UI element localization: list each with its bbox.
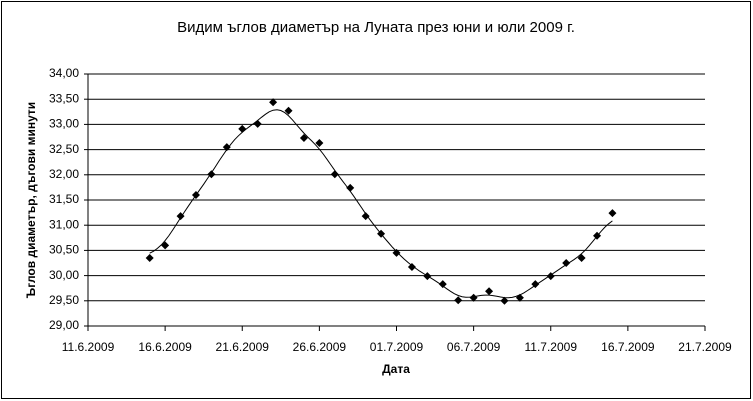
point <box>454 296 463 305</box>
point <box>161 241 170 250</box>
point <box>593 231 602 240</box>
y-axis-title: Ъглов диаметър, дъгови минути <box>24 102 38 298</box>
y-tick-label: 31,00 <box>49 217 79 231</box>
y-tick-label: 34,00 <box>49 66 79 80</box>
point <box>191 190 200 199</box>
x-axis-title: Дата <box>382 362 410 376</box>
point <box>515 293 524 302</box>
point <box>222 143 231 152</box>
y-tick-label: 29,50 <box>49 293 79 307</box>
x-tick-label: 06.7.2009 <box>447 340 501 354</box>
x-tick-label: 26.6.2009 <box>293 340 347 354</box>
x-tick-label: 11.6.2009 <box>62 340 115 354</box>
point <box>346 183 355 192</box>
point <box>485 287 494 296</box>
y-tick-label: 31,50 <box>49 192 79 206</box>
x-tick-label: 21.7.2009 <box>678 340 732 354</box>
x-tick-label: 01.7.2009 <box>370 340 424 354</box>
point <box>361 212 370 221</box>
y-tick-label: 30,00 <box>49 268 79 282</box>
point <box>407 263 416 272</box>
point <box>531 280 540 289</box>
point <box>145 253 154 262</box>
point <box>299 134 308 143</box>
point <box>269 98 278 107</box>
point <box>176 212 185 221</box>
point <box>284 106 293 115</box>
y-tick-label: 33,00 <box>49 117 79 131</box>
y-tick-label: 29,00 <box>49 318 79 332</box>
x-tick-label: 16.7.2009 <box>601 340 655 354</box>
point <box>392 248 401 257</box>
point <box>253 119 262 128</box>
chart-title: Видим ъглов диаметър на Луната през юни … <box>177 19 575 36</box>
y-tick-label: 32,50 <box>49 142 79 156</box>
point <box>207 170 216 179</box>
x-tick-label: 21.6.2009 <box>216 340 270 354</box>
point <box>438 280 447 289</box>
point <box>562 259 571 267</box>
y-tick-label: 30,50 <box>49 243 79 257</box>
point <box>238 124 247 133</box>
y-tick-label: 32,00 <box>49 167 79 181</box>
x-tick-label: 16.6.2009 <box>138 340 192 354</box>
point <box>315 139 324 148</box>
point <box>330 170 339 179</box>
point <box>377 229 386 238</box>
point <box>608 209 617 218</box>
point <box>546 272 555 281</box>
x-tick-label: 11.7.2009 <box>525 340 578 354</box>
point <box>500 296 509 305</box>
point <box>577 253 586 262</box>
point <box>423 272 432 281</box>
y-tick-label: 33,50 <box>49 91 79 105</box>
point <box>469 293 478 302</box>
